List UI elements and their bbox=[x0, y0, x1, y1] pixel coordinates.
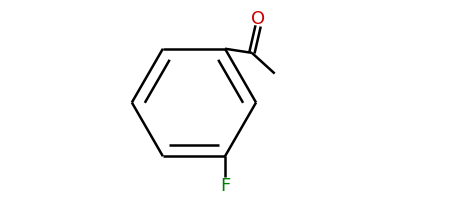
Text: O: O bbox=[251, 10, 265, 28]
Text: F: F bbox=[220, 176, 230, 194]
